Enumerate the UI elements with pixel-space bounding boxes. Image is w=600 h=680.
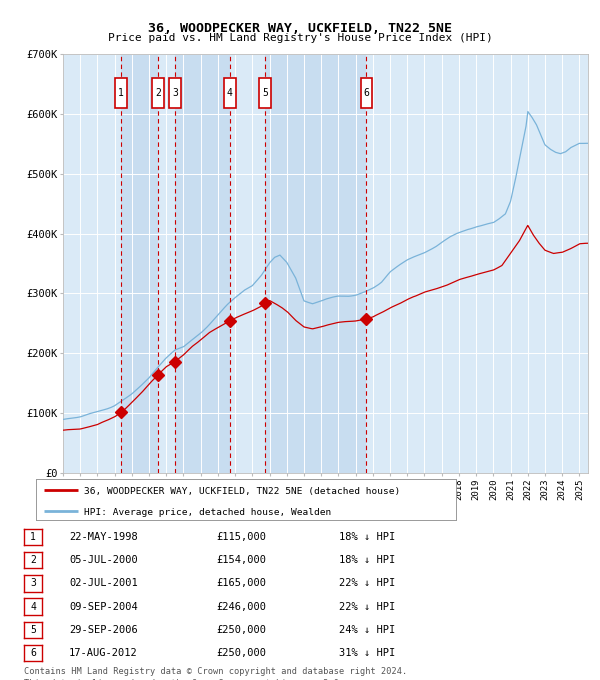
Text: Contains HM Land Registry data © Crown copyright and database right 2024.: Contains HM Land Registry data © Crown c… bbox=[24, 667, 407, 676]
Text: 36, WOODPECKER WAY, UCKFIELD, TN22 5NE (detached house): 36, WOODPECKER WAY, UCKFIELD, TN22 5NE (… bbox=[85, 487, 401, 496]
Text: 22% ↓ HPI: 22% ↓ HPI bbox=[339, 579, 395, 588]
Text: £250,000: £250,000 bbox=[216, 648, 266, 658]
Text: 29-SEP-2006: 29-SEP-2006 bbox=[69, 625, 138, 634]
Bar bbox=[175, 54, 230, 473]
FancyBboxPatch shape bbox=[169, 78, 181, 108]
Text: 24% ↓ HPI: 24% ↓ HPI bbox=[339, 625, 395, 634]
Text: 2: 2 bbox=[155, 88, 161, 98]
Text: HPI: Average price, detached house, Wealden: HPI: Average price, detached house, Weal… bbox=[85, 508, 332, 517]
Text: 6: 6 bbox=[364, 88, 370, 98]
Text: 1: 1 bbox=[30, 532, 36, 542]
Text: Price paid vs. HM Land Registry's House Price Index (HPI): Price paid vs. HM Land Registry's House … bbox=[107, 33, 493, 43]
Text: £250,000: £250,000 bbox=[216, 625, 266, 634]
FancyBboxPatch shape bbox=[259, 78, 271, 108]
Text: 36, WOODPECKER WAY, UCKFIELD, TN22 5NE: 36, WOODPECKER WAY, UCKFIELD, TN22 5NE bbox=[148, 22, 452, 35]
Text: 4: 4 bbox=[227, 88, 233, 98]
Text: This data is licensed under the Open Government Licence v3.0.: This data is licensed under the Open Gov… bbox=[24, 679, 344, 680]
FancyBboxPatch shape bbox=[115, 78, 127, 108]
FancyBboxPatch shape bbox=[224, 78, 236, 108]
Text: 18% ↓ HPI: 18% ↓ HPI bbox=[339, 556, 395, 565]
Text: 1: 1 bbox=[118, 88, 124, 98]
Bar bbox=[230, 54, 265, 473]
Text: £165,000: £165,000 bbox=[216, 579, 266, 588]
Text: £154,000: £154,000 bbox=[216, 556, 266, 565]
Text: 3: 3 bbox=[172, 88, 178, 98]
Text: 6: 6 bbox=[30, 648, 36, 658]
Text: 09-SEP-2004: 09-SEP-2004 bbox=[69, 602, 138, 611]
Text: 3: 3 bbox=[30, 579, 36, 588]
Bar bbox=[121, 54, 158, 473]
Text: £115,000: £115,000 bbox=[216, 532, 266, 542]
Text: 17-AUG-2012: 17-AUG-2012 bbox=[69, 648, 138, 658]
Bar bbox=[265, 54, 367, 473]
Text: 5: 5 bbox=[30, 625, 36, 634]
Bar bbox=[158, 54, 175, 473]
Text: 05-JUL-2000: 05-JUL-2000 bbox=[69, 556, 138, 565]
Text: 31% ↓ HPI: 31% ↓ HPI bbox=[339, 648, 395, 658]
FancyBboxPatch shape bbox=[361, 78, 372, 108]
Text: 22-MAY-1998: 22-MAY-1998 bbox=[69, 532, 138, 542]
Text: 4: 4 bbox=[30, 602, 36, 611]
Text: 22% ↓ HPI: 22% ↓ HPI bbox=[339, 602, 395, 611]
Text: 2: 2 bbox=[30, 556, 36, 565]
FancyBboxPatch shape bbox=[152, 78, 164, 108]
Text: 18% ↓ HPI: 18% ↓ HPI bbox=[339, 532, 395, 542]
Text: 5: 5 bbox=[262, 88, 268, 98]
Text: 02-JUL-2001: 02-JUL-2001 bbox=[69, 579, 138, 588]
Bar bbox=[63, 54, 121, 473]
Bar bbox=[367, 54, 588, 473]
Text: £246,000: £246,000 bbox=[216, 602, 266, 611]
